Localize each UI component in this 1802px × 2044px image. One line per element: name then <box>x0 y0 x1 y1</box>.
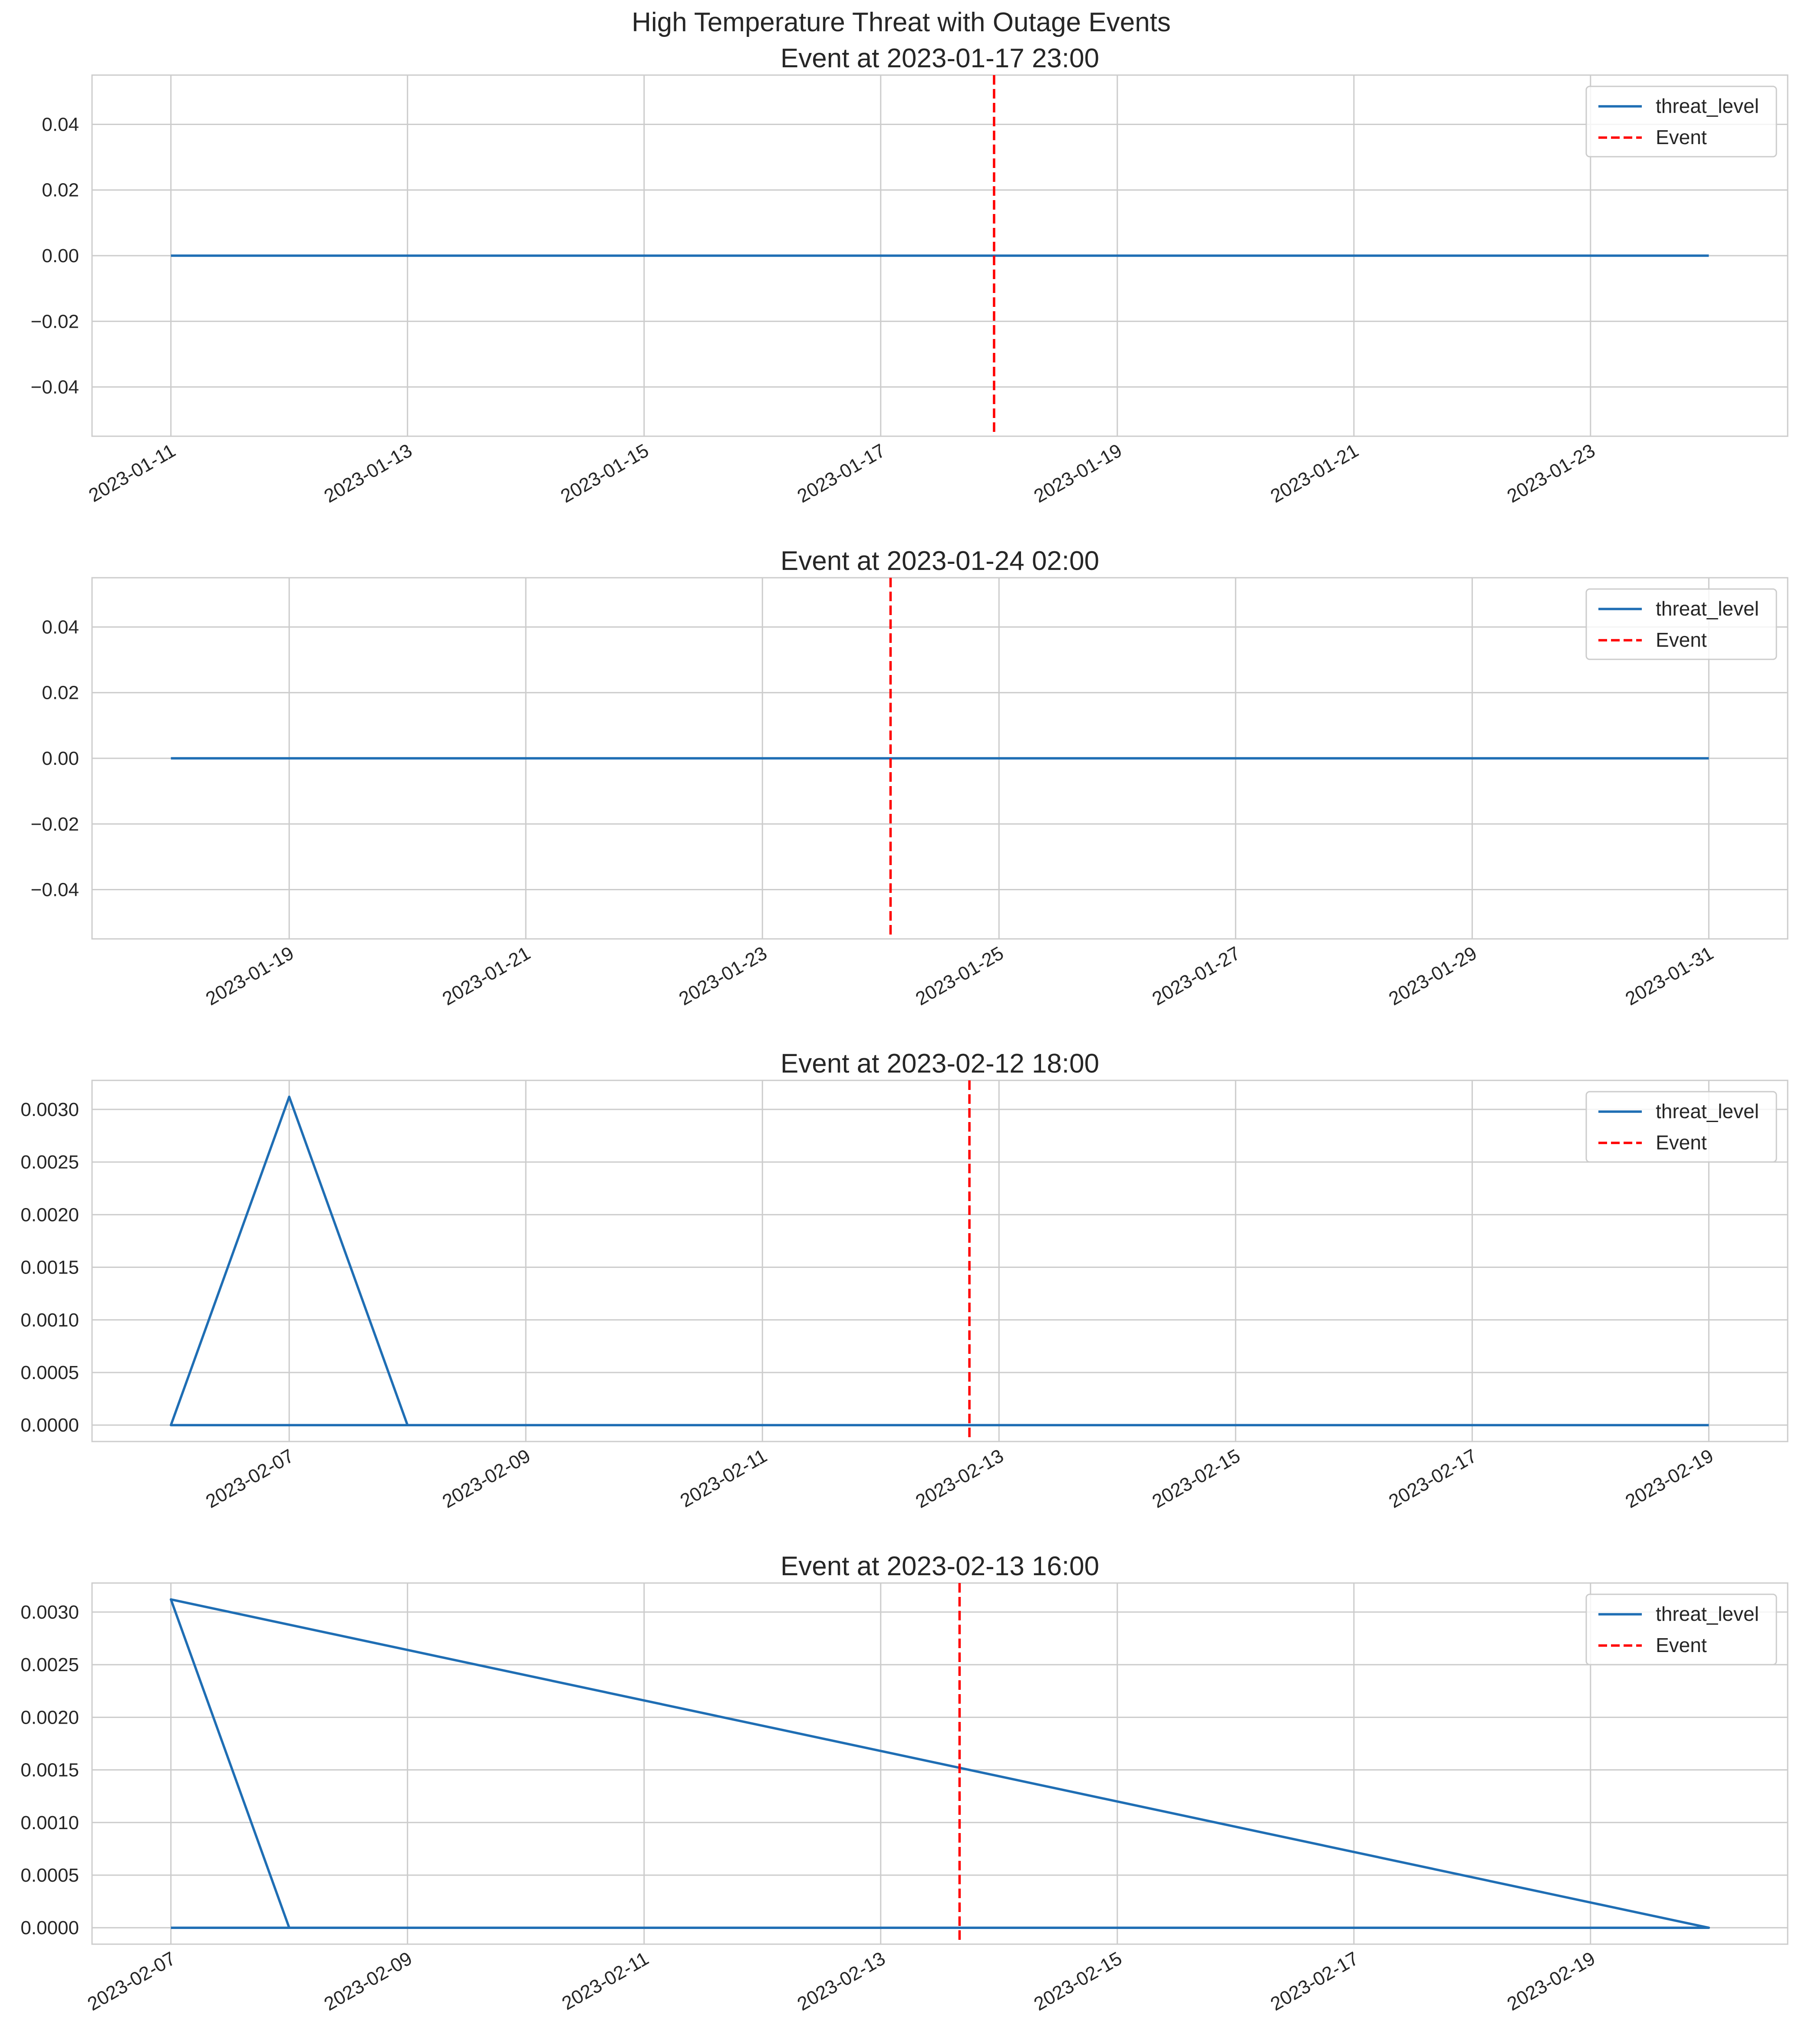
figure-suptitle: High Temperature Threat with Outage Even… <box>632 7 1171 37</box>
subplot-title: Event at 2023-02-12 18:00 <box>781 1049 1099 1079</box>
y-tick-label: 0.0005 <box>20 1362 79 1383</box>
subplot-title: Event at 2023-02-13 16:00 <box>781 1551 1099 1581</box>
y-tick-label: 0.0015 <box>20 1257 79 1278</box>
legend-box <box>1585 1593 1777 1665</box>
legend-label-event: Event <box>1656 1634 1707 1656</box>
plot-frame <box>91 577 1789 940</box>
legend-label-threat-level: threat_level <box>1656 597 1759 620</box>
y-tick-label: 0.0025 <box>20 1152 79 1173</box>
plot-frame <box>91 74 1789 437</box>
legend-box <box>1585 86 1777 158</box>
plot-frame <box>91 1080 1789 1442</box>
legend-box <box>1585 588 1777 660</box>
y-tick-label: 0.0030 <box>20 1099 79 1120</box>
y-tick-label: 0.0000 <box>20 1415 79 1436</box>
y-tick-label: 0.0020 <box>20 1204 79 1225</box>
y-tick-label: 0.04 <box>42 616 79 638</box>
series-line-threat_level <box>169 1096 1709 1426</box>
legend: threat_level Event <box>1585 588 1777 660</box>
series-line-threat_level <box>169 1598 1710 1929</box>
y-tick-label: 0.04 <box>42 114 79 135</box>
legend-box <box>1585 1091 1777 1163</box>
y-tick-label: 0.0030 <box>20 1602 79 1623</box>
subplot-title: Event at 2023-01-24 02:00 <box>781 546 1099 576</box>
y-tick-label: 0.0020 <box>20 1707 79 1728</box>
legend-label-event: Event <box>1656 629 1707 651</box>
y-tick-label: 0.00 <box>42 245 79 267</box>
legend-label-event: Event <box>1656 1131 1707 1154</box>
y-tick-label: 0.02 <box>42 180 79 201</box>
legend: threat_level Event <box>1585 86 1777 158</box>
y-tick-label: −0.02 <box>31 311 79 332</box>
y-tick-label: 0.0010 <box>20 1310 79 1331</box>
legend: threat_level Event <box>1585 1593 1777 1665</box>
y-tick-label: 0.02 <box>42 682 79 704</box>
legend-label-event: Event <box>1656 126 1707 148</box>
plot-frame <box>91 1582 1789 1945</box>
y-tick-label: −0.04 <box>31 377 79 398</box>
legend: threat_level Event <box>1585 1091 1777 1163</box>
y-tick-label: −0.02 <box>31 813 79 835</box>
y-tick-label: 0.0025 <box>20 1654 79 1675</box>
subplot-title: Event at 2023-01-17 23:00 <box>781 43 1099 73</box>
y-tick-label: 0.0015 <box>20 1760 79 1781</box>
y-tick-label: 0.0000 <box>20 1917 79 1939</box>
y-tick-label: 0.00 <box>42 748 79 769</box>
y-tick-label: −0.04 <box>31 879 79 901</box>
legend-label-threat-level: threat_level <box>1656 1603 1759 1625</box>
legend-label-threat-level: threat_level <box>1656 95 1759 117</box>
legend-label-threat-level: threat_level <box>1656 1100 1759 1122</box>
y-tick-label: 0.0010 <box>20 1812 79 1833</box>
y-tick-label: 0.0005 <box>20 1865 79 1886</box>
